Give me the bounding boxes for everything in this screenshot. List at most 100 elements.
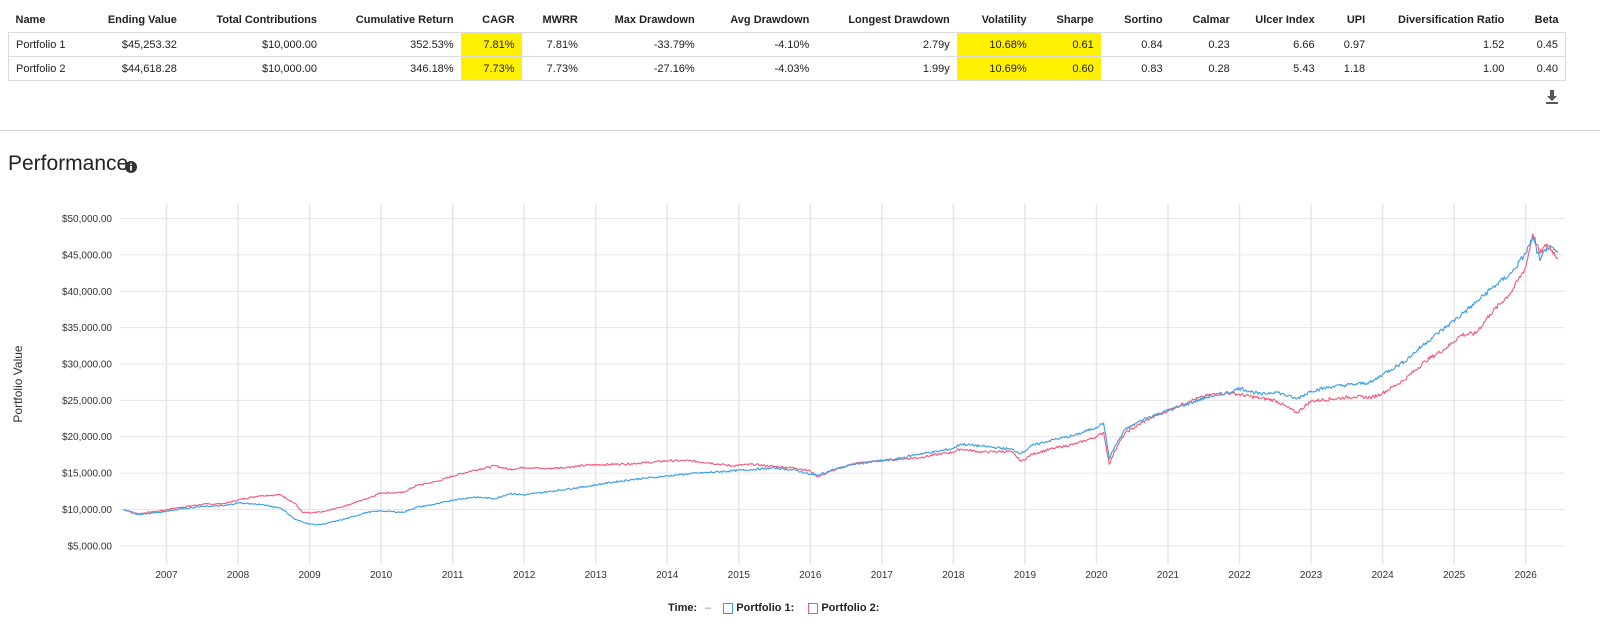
cell-cumulative-return: 352.53% [324, 32, 461, 57]
cell-avg-drawdown: -4.10% [701, 32, 817, 57]
cell-longest-drawdown: 2.79y [816, 32, 957, 57]
y-tick-label: $50,000.00 [62, 214, 112, 225]
y-tick-label: $15,000.00 [62, 469, 112, 480]
y-axis-label: Portfolio Value [11, 345, 25, 422]
cell-mwrr: 7.73% [521, 56, 585, 81]
stats-table-container: Name Ending Value Total Contributions Cumul… [7, 7, 1567, 81]
x-tick-label: 2007 [155, 570, 178, 581]
legend-label-portfolio-2: Portfolio 2: [821, 602, 880, 614]
y-tick-label: $5,000.00 [68, 541, 113, 552]
cell-calmar: 0.23 [1169, 32, 1237, 57]
column-header-upi[interactable]: UPI [1346, 13, 1366, 26]
legend-item-portfolio-1[interactable]: Portfolio 1: [723, 602, 794, 614]
stats-body: Portfolio 1 $45,253.32 $10,000.00 352.53% 7.… [7, 32, 1567, 81]
download-icon[interactable] [1543, 88, 1561, 106]
column-header-cumulative-return[interactable]: Cumulative Return [355, 13, 454, 26]
table-row: Portfolio 1 $45,253.32 $10,000.00 352.53% 7.… [7, 32, 1567, 57]
cell-sortino: 0.83 [1100, 56, 1170, 81]
cell-cagr: 7.73% [460, 56, 522, 81]
cell-cagr: 7.81% [460, 32, 522, 57]
column-header-longest-drawdown[interactable]: Longest Drawdown [848, 13, 950, 26]
column-header-volatility[interactable]: Volatility [981, 13, 1027, 26]
cell-upi: 1.18 [1321, 56, 1373, 81]
legend-swatch-portfolio-2 [808, 602, 819, 614]
table-row: Portfolio 2 $44,618.28 $10,000.00 346.18% 7.… [7, 56, 1567, 81]
cell-diversification-ratio: 1.52 [1372, 32, 1512, 57]
y-tick-label: $40,000.00 [62, 287, 112, 298]
legend-time-label: Time: [668, 602, 698, 614]
cell-sortino: 0.84 [1100, 32, 1170, 57]
cell-name: Portfolio 1 [7, 32, 90, 57]
cell-total-contributions: $10,000.00 [183, 32, 325, 57]
y-tick-label: $20,000.00 [62, 432, 112, 443]
column-header-diversification-ratio[interactable]: Diversification Ratio [1398, 13, 1505, 26]
column-header-calmar[interactable]: Calmar [1192, 13, 1230, 26]
series-line-portfolio-2 [123, 233, 1559, 515]
cell-cumulative-return: 346.18% [324, 56, 461, 81]
y-tick-label: $10,000.00 [62, 505, 112, 516]
x-tick-label: 2021 [1157, 570, 1180, 581]
legend-label-portfolio-1: Portfolio 1: [736, 602, 795, 614]
column-header-sharpe[interactable]: Sharpe [1056, 13, 1094, 26]
cell-upi: 0.97 [1321, 32, 1373, 57]
cell-longest-drawdown: 1.99y [816, 56, 957, 81]
x-tick-label: 2013 [585, 570, 608, 581]
series-line-portfolio-1 [123, 236, 1559, 526]
column-header-total-contributions[interactable]: Total Contributions [216, 13, 318, 26]
x-tick-label: 2016 [799, 570, 822, 581]
cell-ulcer-index: 6.66 [1236, 32, 1322, 57]
x-tick-label: 2022 [1228, 570, 1251, 581]
cell-sharpe: 0.61 [1033, 32, 1101, 57]
cell-max-drawdown: -27.16% [584, 56, 702, 81]
cell-name: Portfolio 2 [7, 56, 90, 81]
cell-diversification-ratio: 1.00 [1372, 56, 1512, 81]
column-header-max-drawdown[interactable]: Max Drawdown [614, 13, 695, 26]
y-tick-label: $30,000.00 [62, 360, 112, 371]
section-divider [0, 130, 1600, 131]
cell-avg-drawdown: -4.03% [701, 56, 817, 81]
column-header-avg-drawdown[interactable]: Avg Drawdown [730, 13, 810, 26]
column-header-name[interactable]: Name [15, 13, 46, 26]
performance-chart: 2007 2008 2009 2010 2011 2012 2013 2014 2015 2016… [11, 204, 1565, 581]
x-tick-label: 2010 [370, 570, 393, 581]
cell-max-drawdown: -33.79% [584, 32, 702, 57]
column-header-ending-value[interactable]: Ending Value [107, 13, 177, 26]
chart-legend: Time: – Portfolio 1: Portfolio 2: [668, 602, 893, 614]
x-tick-label: 2018 [942, 570, 965, 581]
x-tick-label: 2011 [442, 570, 464, 581]
column-header-mwrr[interactable]: MWRR [542, 13, 578, 26]
x-tick-label: 2012 [513, 570, 536, 581]
x-tick-label: 2024 [1371, 570, 1394, 581]
cell-volatility: 10.68% [956, 32, 1034, 57]
cell-ending-value: $44,618.28 [89, 56, 184, 81]
cell-sharpe: 0.60 [1033, 56, 1101, 81]
x-tick-label: 2009 [298, 570, 321, 581]
column-header-beta[interactable]: Beta [1534, 13, 1559, 26]
column-header-sortino[interactable]: Sortino [1124, 13, 1163, 26]
stats-table: Name Ending Value Total Contributions Cumul… [7, 7, 1567, 81]
legend-swatch-portfolio-1 [723, 602, 734, 614]
stats-header-row: Name Ending Value Total Contributions Cumul… [9, 7, 1566, 33]
cell-beta: 0.45 [1511, 32, 1567, 57]
legend-item-portfolio-2[interactable]: Portfolio 2: [808, 602, 879, 614]
cell-mwrr: 7.81% [521, 32, 585, 57]
x-tick-label: 2023 [1300, 570, 1323, 581]
x-tick-label: 2020 [1085, 570, 1108, 581]
column-header-ulcer-index[interactable]: Ulcer Index [1255, 13, 1315, 26]
x-tick-label: 2025 [1443, 570, 1466, 581]
x-tick-label: 2026 [1515, 570, 1538, 581]
column-header-cagr[interactable]: CAGR [482, 13, 515, 26]
x-tick-label: 2017 [871, 570, 894, 581]
x-tick-label: 2015 [728, 570, 751, 581]
performance-title: Performance [8, 152, 129, 175]
cell-ending-value: $45,253.32 [89, 32, 184, 57]
cell-volatility: 10.69% [956, 56, 1034, 81]
legend-time-value: – [705, 602, 712, 614]
info-icon[interactable] [125, 161, 137, 173]
x-tick-label: 2019 [1014, 570, 1037, 581]
y-tick-label: $35,000.00 [62, 323, 112, 334]
y-tick-label: $25,000.00 [62, 396, 112, 407]
x-tick-label: 2008 [227, 570, 250, 581]
y-tick-label: $45,000.00 [62, 250, 112, 261]
cell-beta: 0.40 [1511, 56, 1567, 81]
